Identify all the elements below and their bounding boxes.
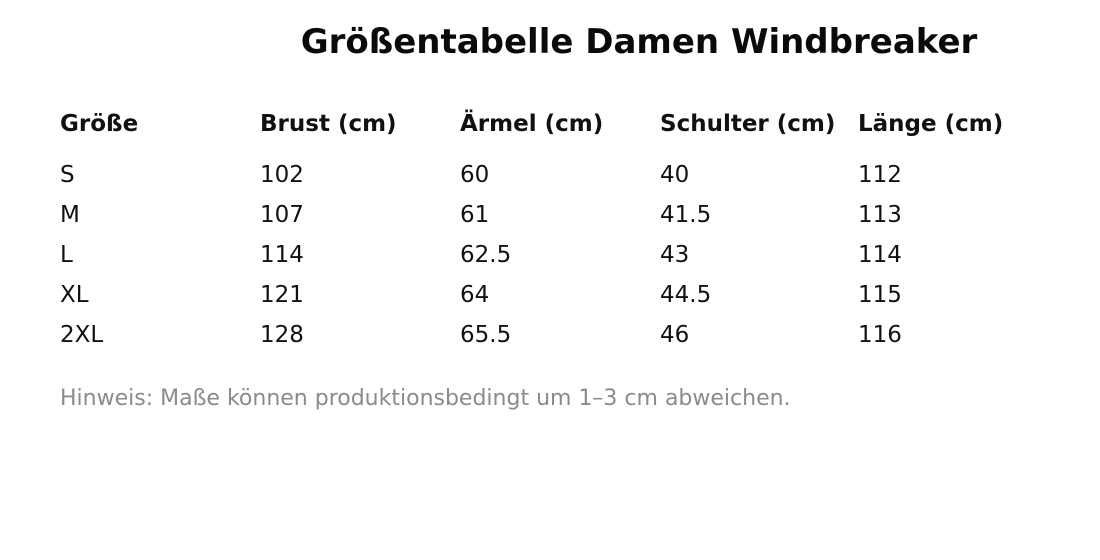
cell-aermel: 60: [460, 162, 490, 188]
column-header-brust: Brust (cm): [260, 111, 397, 137]
table-row: M 107 61 41.5 113: [60, 195, 1060, 235]
cell-size: 2XL: [60, 322, 104, 348]
cell-laenge: 113: [858, 202, 902, 228]
cell-laenge: 116: [858, 322, 902, 348]
cell-size: S: [60, 162, 75, 188]
cell-laenge: 112: [858, 162, 902, 188]
measurement-disclaimer: Hinweis: Maße können produktionsbedingt …: [60, 386, 791, 411]
cell-brust: 107: [260, 202, 304, 228]
table-body: S 102 60 40 112 M 107 61 41.5 113 L 114 …: [60, 155, 1060, 355]
cell-aermel: 61: [460, 202, 490, 228]
table-header-row: Größe Brust (cm) Ärmel (cm) Schulter (cm…: [60, 110, 1060, 138]
cell-laenge: 114: [858, 242, 902, 268]
size-table: Größe Brust (cm) Ärmel (cm) Schulter (cm…: [60, 110, 1060, 355]
cell-brust: 121: [260, 282, 304, 308]
cell-size: XL: [60, 282, 89, 308]
page-title: Größentabelle Damen Windbreaker: [300, 22, 978, 62]
column-header-schulter: Schulter (cm): [660, 111, 836, 137]
column-header-groesse: Größe: [60, 111, 139, 137]
cell-schulter: 46: [660, 322, 690, 348]
table-row: 2XL 128 65.5 46 116: [60, 315, 1060, 355]
table-row: L 114 62.5 43 114: [60, 235, 1060, 275]
cell-schulter: 43: [660, 242, 690, 268]
cell-brust: 114: [260, 242, 304, 268]
cell-laenge: 115: [858, 282, 902, 308]
cell-schulter: 44.5: [660, 282, 712, 308]
cell-aermel: 64: [460, 282, 490, 308]
cell-size: L: [60, 242, 73, 268]
table-row: S 102 60 40 112: [60, 155, 1060, 195]
cell-aermel: 62.5: [460, 242, 512, 268]
cell-schulter: 41.5: [660, 202, 712, 228]
cell-aermel: 65.5: [460, 322, 512, 348]
table-row: XL 121 64 44.5 115: [60, 275, 1060, 315]
cell-brust: 128: [260, 322, 304, 348]
column-header-laenge: Länge (cm): [858, 111, 1004, 137]
column-header-aermel: Ärmel (cm): [460, 111, 604, 137]
cell-schulter: 40: [660, 162, 690, 188]
cell-size: M: [60, 202, 80, 228]
cell-brust: 102: [260, 162, 304, 188]
